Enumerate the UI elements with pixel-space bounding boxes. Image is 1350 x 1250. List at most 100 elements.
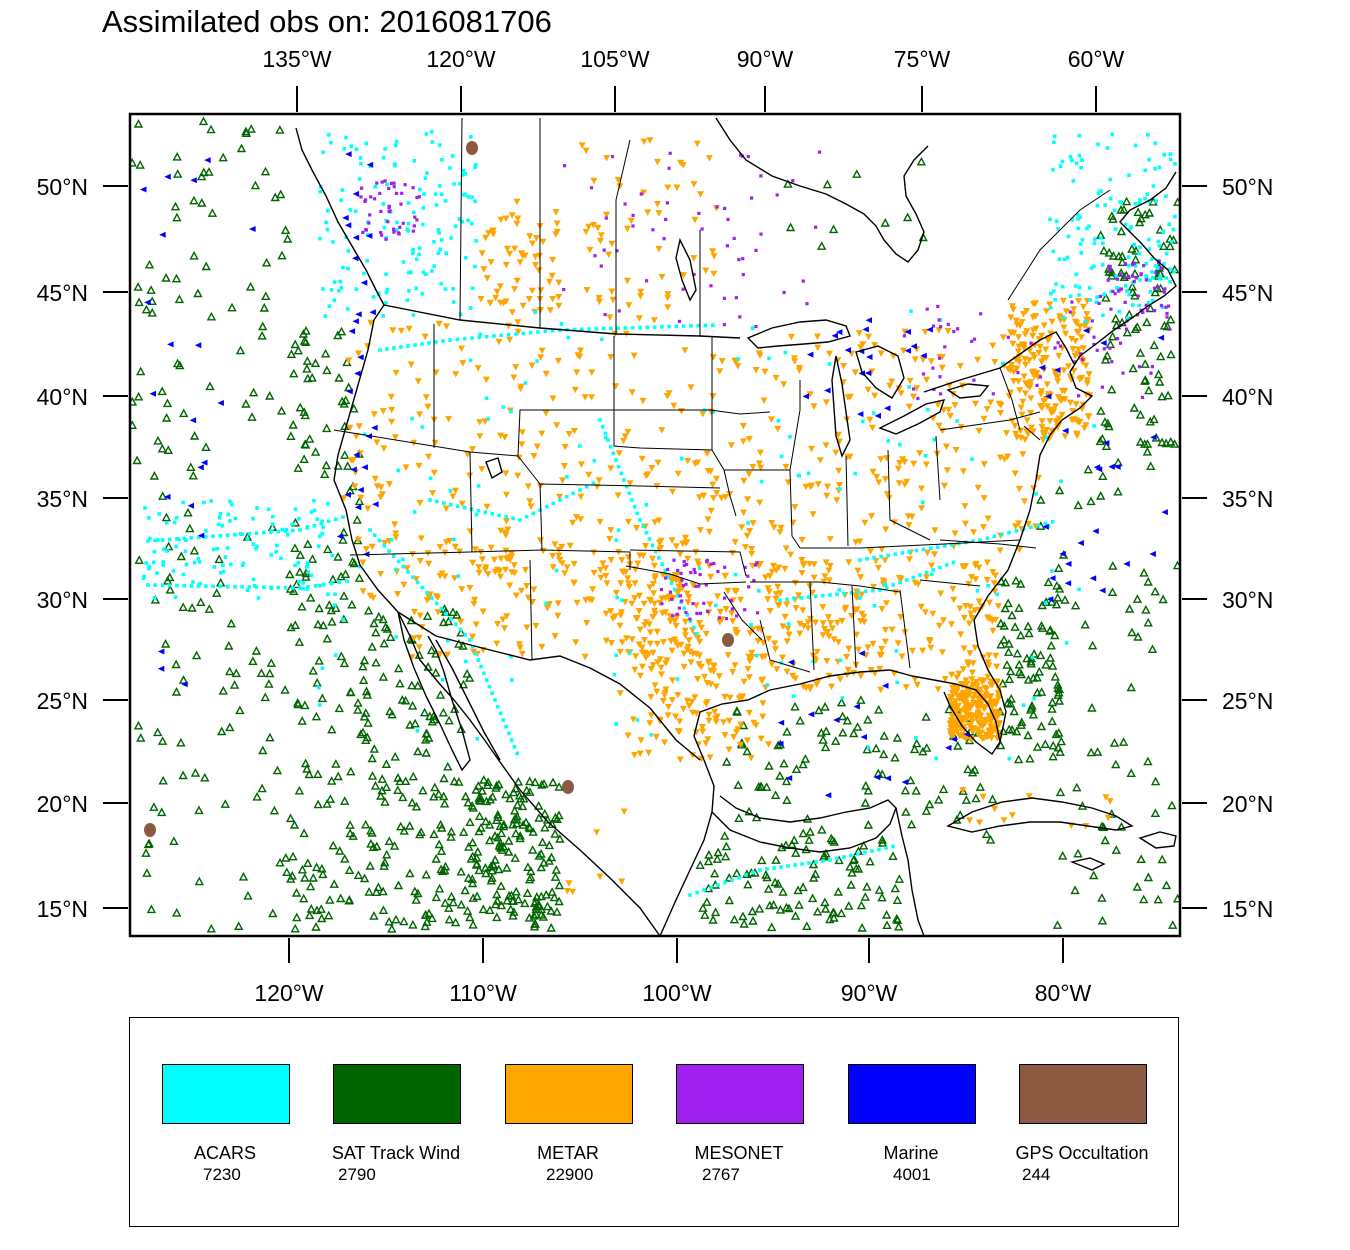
obs-point [764, 585, 772, 592]
obs-point [187, 603, 197, 612]
obs-point [1118, 737, 1129, 746]
obs-point [1149, 257, 1154, 261]
obs-point [952, 723, 960, 731]
obs-point [979, 524, 987, 531]
obs-point [344, 135, 348, 140]
obs-point [417, 252, 421, 257]
obs-point [781, 613, 789, 621]
obs-point [1164, 251, 1169, 256]
obs-point [1115, 277, 1120, 281]
obs-point [393, 162, 397, 166]
obs-point [149, 471, 160, 480]
obs-point [1050, 520, 1055, 524]
top-lon-label: 75°W [894, 46, 951, 72]
obs-point [286, 431, 296, 440]
obs-point [1136, 294, 1140, 298]
obs-point [1143, 577, 1153, 586]
obs-point [979, 312, 983, 316]
obs-point [700, 910, 710, 919]
obs-point [528, 845, 538, 854]
obs-point [207, 208, 218, 217]
obs-point [326, 605, 336, 615]
obs-point [269, 585, 273, 590]
obs-point [493, 809, 503, 819]
obs-point [668, 647, 676, 655]
obs-point [981, 694, 989, 702]
obs-point [280, 225, 291, 234]
obs-point [585, 471, 593, 479]
obs-point [249, 226, 256, 232]
obs-point [318, 584, 322, 588]
obs-point [276, 189, 286, 199]
obs-point [344, 895, 354, 905]
obs-point [682, 559, 686, 564]
obs-point [496, 828, 507, 838]
obs-point [881, 626, 889, 634]
obs-point [279, 556, 283, 560]
obs-point [873, 774, 881, 781]
obs-point [1020, 373, 1028, 380]
obs-point [486, 417, 491, 421]
obs-point [1000, 532, 1004, 537]
obs-point [513, 198, 521, 206]
obs-point [821, 726, 831, 735]
obs-point [684, 610, 688, 615]
obs-point [710, 668, 718, 675]
obs-point [921, 712, 931, 721]
obs-point [1077, 133, 1082, 138]
obs-point [492, 889, 502, 899]
obs-point [197, 198, 207, 207]
obs-point [900, 551, 905, 555]
obs-point [904, 513, 912, 520]
obs-point [512, 364, 520, 371]
obs-point [359, 195, 363, 199]
obs-point [984, 673, 992, 681]
obs-point [538, 430, 546, 438]
obs-point [670, 597, 674, 601]
obs-point [935, 545, 940, 549]
obs-point [349, 403, 359, 413]
obs-point [822, 399, 830, 406]
obs-point [415, 634, 423, 642]
obs-point [159, 231, 166, 238]
obs-point [863, 820, 874, 829]
obs-point [357, 354, 364, 361]
obs-point [950, 596, 958, 604]
obs-point [183, 507, 193, 517]
obs-point [1045, 653, 1056, 662]
obs-point [649, 555, 656, 563]
obs-point [976, 732, 984, 739]
obs-point [551, 541, 559, 548]
obs-point [286, 533, 290, 537]
obs-point [911, 676, 919, 683]
obs-point [384, 237, 388, 241]
obs-point [686, 648, 694, 656]
obs-point [320, 532, 325, 536]
obs-point [1014, 529, 1019, 533]
obs-point [260, 166, 271, 176]
obs-point [574, 352, 582, 359]
obs-point [929, 610, 937, 618]
obs-point [1058, 164, 1063, 168]
obs-point [450, 917, 461, 927]
obs-point [487, 259, 495, 266]
obs-point [919, 647, 927, 655]
obs-point [655, 245, 663, 253]
obs-point [650, 600, 658, 608]
obs-point [1058, 344, 1063, 348]
obs-point [755, 561, 759, 565]
obs-point [1070, 218, 1074, 222]
obs-point [725, 717, 733, 725]
obs-point [773, 740, 783, 750]
obs-point [700, 227, 704, 231]
obs-point [435, 499, 439, 504]
obs-point [295, 567, 305, 576]
obs-point [387, 209, 391, 214]
obs-point [1135, 437, 1146, 446]
obs-point [293, 345, 303, 355]
obs-point [471, 860, 482, 869]
obs-point [668, 151, 672, 155]
obs-point [702, 630, 710, 638]
obs-point [340, 853, 350, 863]
obs-point [961, 795, 972, 804]
